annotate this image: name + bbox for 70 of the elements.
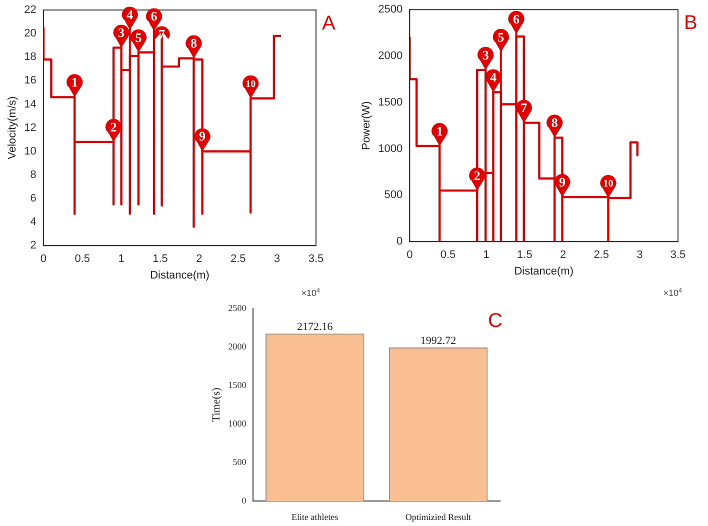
annotation: 7 (520, 100, 528, 116)
x-tick-label: 0 (40, 253, 46, 266)
x-tick-label: 1.5 (152, 253, 168, 266)
y-tick-label: 500 (232, 457, 247, 467)
y-tick-label: 20 (24, 28, 36, 40)
y-tick-label: 1500 (378, 96, 403, 108)
data-label: 2172.16 (297, 321, 334, 334)
annotation: 1 (71, 74, 78, 90)
y-tick-label: 18 (24, 51, 36, 64)
y-tick-label: 1000 (228, 418, 247, 428)
x-tick-label: 2 (196, 253, 202, 266)
x-tick-label: Optimizied Result (405, 512, 472, 522)
y-tick-label: 2500 (228, 302, 247, 313)
annotation: 9 (558, 174, 566, 190)
annotation: 3 (118, 25, 126, 40)
annotation: 1 (436, 123, 443, 138)
y-tick-label: 16 (24, 74, 36, 87)
x-tick-label: 3.5 (308, 253, 324, 266)
annotation: 4 (490, 70, 497, 85)
x-tick-label: 0 (406, 249, 413, 262)
annotation: 5 (498, 29, 505, 44)
y-tick-label: 2000 (228, 341, 247, 352)
y-tick-label: 14 (24, 98, 36, 110)
annotation: 10 (246, 78, 256, 90)
x-tick-label: 0.5 (440, 249, 456, 262)
x-tick-label: 3.5 (670, 249, 686, 262)
x-tick-label: 2.5 (594, 249, 609, 262)
x-tick-label: 3 (274, 253, 280, 266)
annotation: 9 (199, 128, 206, 144)
annotation: 6 (150, 8, 158, 24)
x-tick-label: 2 (560, 249, 566, 262)
x-tick-label: 2.5 (230, 253, 246, 266)
chart-title: B (684, 12, 698, 34)
y-tick-label: 2500 (378, 4, 403, 16)
y-tick-label: 1500 (228, 380, 247, 390)
annotation: 2 (110, 119, 117, 134)
y-tick-label: 22 (24, 4, 36, 16)
annotation: 8 (551, 115, 558, 130)
x-tick-label: 1 (483, 249, 490, 262)
annotation: 10 (603, 178, 614, 190)
x-tick-label: Elite athletes (292, 512, 339, 522)
x-axis-title: Distance(m) (150, 269, 210, 282)
annotation: 2 (474, 168, 480, 183)
y-tick-label: 10 (24, 145, 36, 158)
y-tick-label: 6 (30, 192, 36, 205)
x-tick-label: 3 (636, 249, 643, 262)
annotation: 8 (190, 36, 198, 51)
y-tick-label: 4 (30, 216, 36, 228)
y-tick-label: 2 (30, 240, 36, 252)
data-label: 1992.72 (420, 334, 456, 347)
x-axis-title: Distance(m) (514, 265, 574, 278)
y-tick-label: 2000 (378, 50, 403, 62)
x-tick-label: 1.5 (517, 249, 532, 262)
y-tick-label: 500 (384, 189, 403, 202)
y-axis-title: Time(s) (210, 387, 222, 422)
y-tick-label: 12 (24, 122, 36, 134)
chart-title: C (488, 310, 502, 332)
y-tick-label: 0 (242, 496, 247, 506)
x-tick-label: 0.5 (74, 253, 90, 266)
annotation: 4 (126, 7, 134, 22)
x-tick-label: 1 (118, 253, 124, 266)
annotation: 6 (512, 11, 520, 26)
y-tick-label: 1000 (378, 142, 403, 155)
annotation: 5 (135, 30, 142, 45)
y-axis-title: Power(W) (360, 101, 373, 150)
chart-title: A (322, 12, 336, 35)
annotation: 3 (482, 47, 490, 62)
y-tick-label: 8 (30, 168, 36, 181)
y-tick-label: 0 (396, 236, 403, 248)
y-axis-title: Velocity(m/s) (6, 96, 19, 160)
